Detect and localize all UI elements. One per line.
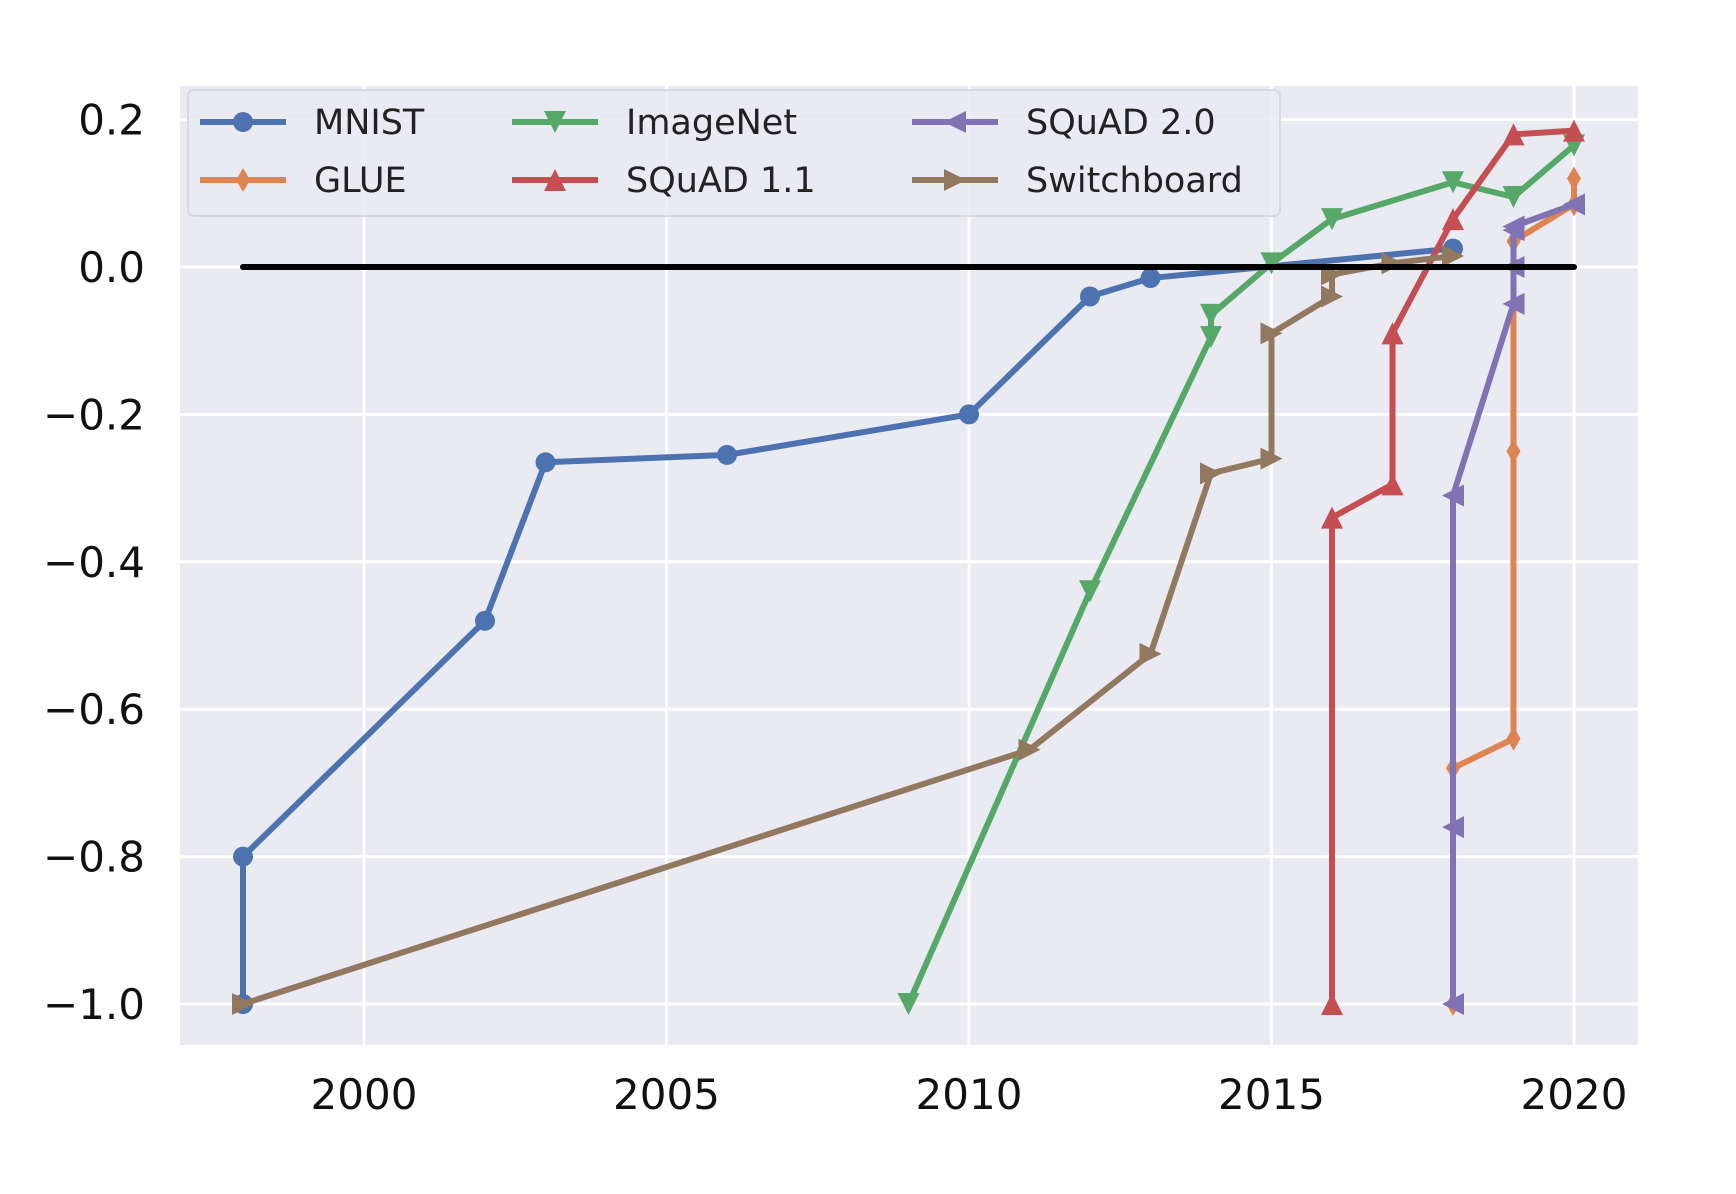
data-point-triangle-up <box>1321 993 1343 1015</box>
x-tick-label: 2000 <box>311 1070 418 1119</box>
legend-entry: GLUE <box>200 161 407 201</box>
legend-label: Switchboard <box>1026 161 1243 201</box>
series-group <box>232 119 1585 1016</box>
y-tick-label: 0.0 <box>78 243 145 292</box>
x-tick-label: 2020 <box>1521 1070 1628 1119</box>
data-point-triangle-down <box>897 993 920 1015</box>
series-squad-2-0 <box>1442 193 1585 1015</box>
legend-label: MNIST <box>314 103 425 143</box>
data-point-triangle-down <box>1200 303 1222 326</box>
data-point-triangle-up <box>1442 208 1464 231</box>
legend: MNIST GLUE ImageNet SQuAD 1.1 SQuAD 2.0 Switc… <box>187 89 1281 217</box>
y-tick-label: −0.8 <box>43 833 145 882</box>
y-tick-label: −0.4 <box>43 538 145 587</box>
data-point-triangle-down <box>1079 580 1101 603</box>
data-point-thin-diamond <box>236 168 250 192</box>
data-point-triangle-down <box>1502 185 1525 208</box>
data-point-triangle-up <box>1381 322 1404 345</box>
data-point-triangle-down <box>544 111 566 133</box>
data-point-triangle-right <box>944 169 966 191</box>
y-tick-label: −1.0 <box>43 980 145 1029</box>
data-point-triangle-down <box>1321 208 1343 231</box>
legend-label: GLUE <box>314 161 407 201</box>
data-point-triangle-up <box>1321 506 1343 529</box>
data-point-circle <box>959 404 979 425</box>
legend-label: SQuAD 2.0 <box>1026 103 1216 143</box>
plot-background <box>180 86 1638 1045</box>
data-point-triangle-up <box>544 169 566 191</box>
data-point-triangle-left <box>1502 215 1525 238</box>
data-point-triangle-right <box>1442 244 1464 267</box>
data-point-triangle-left <box>1442 484 1464 507</box>
data-point-triangle-right <box>1260 447 1283 470</box>
data-point-circle <box>1080 286 1100 307</box>
series-squad-1-1 <box>1321 119 1585 1015</box>
data-point-triangle-up <box>1381 473 1404 496</box>
data-point-triangle-right <box>1260 322 1283 345</box>
x-tick-label: 2005 <box>613 1070 720 1119</box>
data-point-thin-diamond <box>1506 439 1521 464</box>
series-imagenet <box>897 134 1585 1015</box>
data-point-triangle-left <box>1442 816 1464 839</box>
y-tick-label: −0.2 <box>43 390 145 439</box>
tick-labels: 2000 2005 2010 2015 2020 0.2 0.0 −0.2 −0.4 −0.6 −0… <box>43 96 1627 1119</box>
data-point-triangle-down <box>1442 171 1464 194</box>
data-point-circle <box>1140 268 1161 289</box>
data-point-thin-diamond <box>1567 166 1581 191</box>
data-point-triangle-up <box>1563 119 1585 142</box>
legend-box <box>187 89 1281 217</box>
data-point-triangle-right <box>1139 642 1162 665</box>
data-point-triangle-right <box>1200 462 1222 485</box>
x-tick-label: 2010 <box>916 1070 1023 1119</box>
data-point-circle <box>717 444 737 465</box>
data-point-circle <box>233 846 253 867</box>
data-point-triangle-left <box>944 111 966 133</box>
y-tick-label: −0.6 <box>43 685 145 734</box>
data-point-triangle-left <box>1563 193 1585 216</box>
data-point-triangle-right <box>1018 738 1041 761</box>
data-point-thin-diamond <box>1506 726 1521 751</box>
y-tick-label: 0.2 <box>78 96 145 145</box>
data-point-triangle-down <box>1200 326 1222 349</box>
legend-entry: MNIST <box>200 103 425 143</box>
data-point-triangle-right <box>1321 285 1343 308</box>
data-point-triangle-down <box>1260 252 1283 275</box>
legend-label: ImageNet <box>626 103 797 143</box>
data-point-triangle-up <box>1502 123 1525 146</box>
legend-entry: SQuAD 2.0 <box>912 103 1216 143</box>
data-point-circle <box>233 112 253 132</box>
x-tick-label: 2015 <box>1218 1070 1325 1119</box>
legend-entry: ImageNet <box>512 103 797 143</box>
data-point-triangle-left <box>1502 292 1525 315</box>
data-point-circle <box>475 610 495 631</box>
legend-entry: SQuAD 1.1 <box>512 161 816 201</box>
data-point-triangle-left <box>1442 993 1464 1015</box>
data-point-triangle-right <box>232 993 254 1015</box>
legend-label: SQuAD 1.1 <box>626 161 816 201</box>
data-point-circle <box>535 452 556 473</box>
legend-entry: Switchboard <box>912 161 1243 201</box>
